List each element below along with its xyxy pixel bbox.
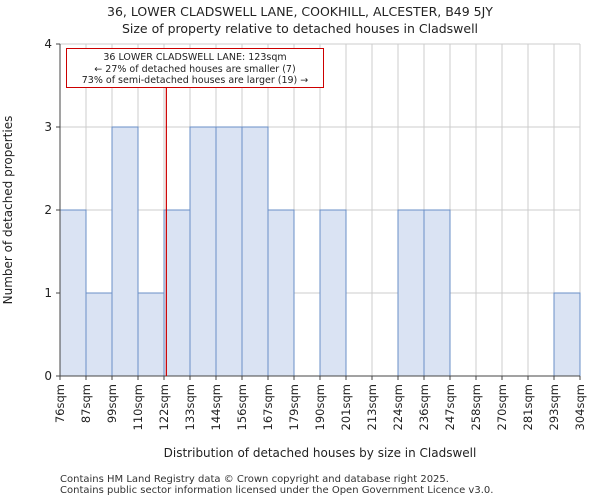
y-tick-label: 1 bbox=[44, 286, 52, 300]
chart-subtitle: Size of property relative to detached ho… bbox=[121, 21, 479, 36]
annotation-line-3: 73% of semi-detached houses are larger (… bbox=[81, 75, 309, 86]
bar bbox=[85, 292, 113, 377]
x-tick-label: 179sqm bbox=[287, 384, 301, 430]
y-tick-label: 0 bbox=[44, 369, 52, 383]
x-axis-label: Distribution of detached houses by size … bbox=[163, 446, 477, 460]
x-tick-label: 144sqm bbox=[209, 384, 223, 430]
x-tick-label: 201sqm bbox=[339, 384, 353, 430]
y-tick-label: 2 bbox=[44, 203, 52, 217]
bar bbox=[163, 209, 191, 377]
bar bbox=[137, 292, 165, 377]
marker-annotation: 36 LOWER CLADSWELL LANE: 123sqm ← 27% of… bbox=[66, 48, 324, 88]
x-tick-label: 281sqm bbox=[521, 384, 535, 430]
x-tick-label: 270sqm bbox=[495, 384, 509, 430]
x-tick-label: 236sqm bbox=[417, 384, 431, 430]
x-tick-label: 258sqm bbox=[469, 384, 483, 430]
x-tick-label: 76sqm bbox=[53, 384, 67, 423]
bar bbox=[241, 126, 269, 377]
y-tick-label: 4 bbox=[44, 37, 52, 51]
x-tick-label: 293sqm bbox=[547, 384, 561, 430]
x-tick-label: 224sqm bbox=[391, 384, 405, 430]
y-tick-label: 3 bbox=[44, 120, 52, 134]
x-tick-label: 304sqm bbox=[573, 384, 587, 430]
x-tick-label: 167sqm bbox=[261, 384, 275, 430]
bar bbox=[553, 292, 581, 377]
bar bbox=[319, 209, 347, 377]
x-tick-label: 247sqm bbox=[443, 384, 457, 430]
bar bbox=[423, 209, 451, 377]
x-tick-label: 122sqm bbox=[157, 384, 171, 430]
x-tick-label: 190sqm bbox=[313, 384, 327, 430]
x-tick-label: 133sqm bbox=[183, 384, 197, 430]
bar bbox=[397, 209, 425, 377]
annotation-line-2: ← 27% of detached houses are smaller (7) bbox=[94, 63, 296, 75]
x-tick-label: 99sqm bbox=[105, 384, 119, 423]
bar bbox=[189, 126, 217, 377]
x-tick-label: 156sqm bbox=[235, 384, 249, 430]
x-tick-label: 87sqm bbox=[79, 384, 93, 423]
footer-line-1: Contains HM Land Registry data © Crown c… bbox=[60, 474, 449, 485]
bar bbox=[59, 209, 87, 377]
x-tick-label: 213sqm bbox=[365, 384, 379, 430]
bar bbox=[215, 126, 243, 377]
x-tick-label: 110sqm bbox=[131, 384, 145, 430]
bar bbox=[111, 126, 139, 377]
chart-title: 36, LOWER CLADSWELL LANE, COOKHILL, ALCE… bbox=[107, 4, 493, 19]
footer-line-2: Contains public sector information licen… bbox=[60, 485, 494, 496]
y-axis-label: Number of detached properties bbox=[1, 116, 15, 305]
annotation-line-1: 36 LOWER CLADSWELL LANE: 123sqm bbox=[103, 52, 287, 63]
bar bbox=[267, 209, 295, 377]
